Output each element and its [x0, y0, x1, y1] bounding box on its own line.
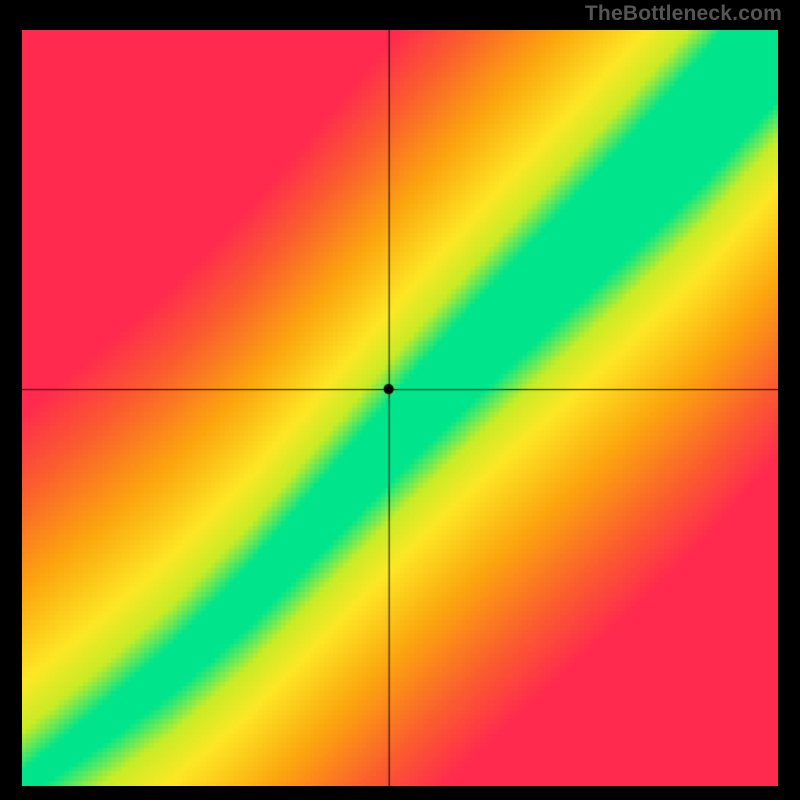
- bottleneck-heatmap: [22, 30, 778, 786]
- chart-container: TheBottleneck.com: [0, 0, 800, 800]
- watermark-label: TheBottleneck.com: [585, 2, 782, 26]
